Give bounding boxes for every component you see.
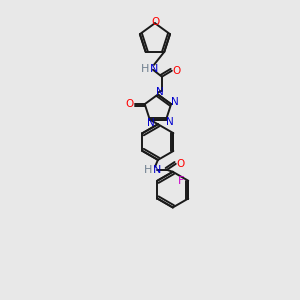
Text: F: F (178, 176, 184, 186)
Text: O: O (177, 159, 185, 169)
Text: N: N (153, 165, 161, 175)
Text: H: H (144, 165, 152, 175)
Text: N: N (171, 97, 179, 107)
Text: N: N (147, 118, 154, 128)
Text: N: N (166, 117, 174, 127)
Text: N: N (150, 64, 158, 74)
Text: O: O (172, 66, 181, 76)
Text: O: O (126, 99, 134, 109)
Text: N: N (156, 86, 164, 97)
Text: H: H (141, 64, 149, 74)
Text: O: O (152, 17, 160, 27)
